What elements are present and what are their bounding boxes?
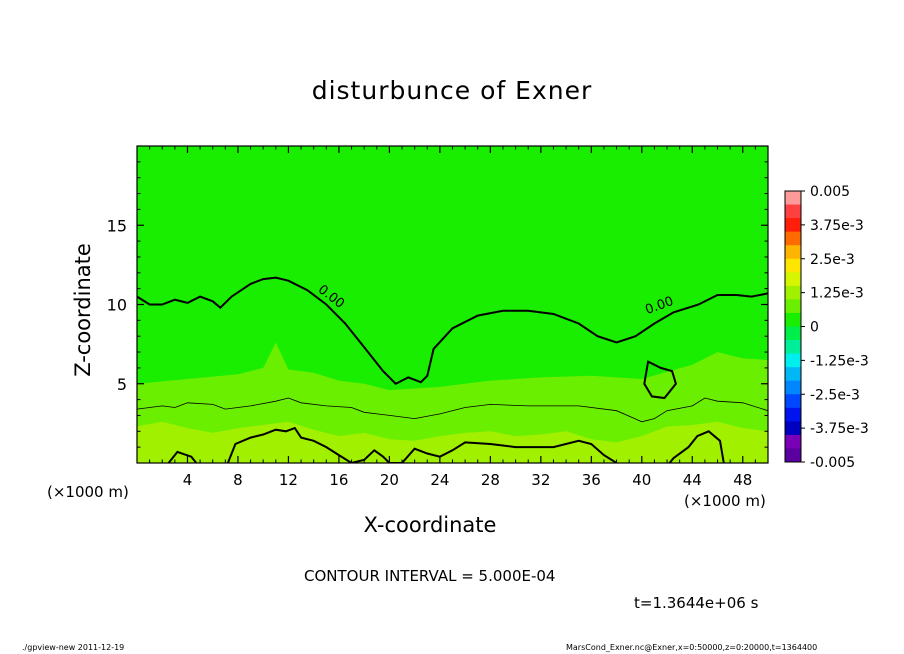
- colorbar-swatch: [785, 191, 801, 205]
- colorbar-swatch: [785, 407, 801, 422]
- x-tick-label: 48: [733, 471, 752, 489]
- colorbar-swatch: [785, 434, 801, 449]
- colorbar-swatch: [785, 218, 801, 233]
- colorbar-label: 3.75e-3: [810, 218, 864, 234]
- colorbar: 0.005 3.75e-3 2.5e-3 1.25e-3 0 -1.25e-3 -2.5e-…: [784, 184, 869, 471]
- colorbar-label: 0: [810, 320, 819, 336]
- x-tick-label: 44: [683, 471, 702, 489]
- contour-line-zero-bottom-right: [668, 430, 725, 463]
- y-tick-label: 15: [107, 216, 127, 235]
- colorbar-swatch: [785, 394, 801, 409]
- contour-line-thin: [137, 397, 768, 423]
- colorbar-swatch: [785, 340, 801, 354]
- contour-line-zero-bottom: [226, 426, 618, 463]
- colorbar-swatch: [785, 380, 801, 395]
- footer-data-source: MarsCond_Exner.nc@Exner,x=0:50000,z=0:20…: [566, 643, 818, 652]
- colorbar-swatch: [785, 448, 801, 463]
- colorbar-swatch: [785, 312, 801, 327]
- colorbar-swatch: [785, 204, 801, 219]
- colorbar-label: 0.005: [810, 184, 850, 200]
- colorbar-swatch: [785, 272, 801, 287]
- x-tick-label: 32: [531, 471, 550, 489]
- footer-program-info: ./gpview-new 2011-12-19: [22, 643, 125, 652]
- time-label: t=1.3644e+06 s: [634, 594, 759, 612]
- x-tick-label: 36: [582, 471, 601, 489]
- x-unit-label-right: (×1000 m): [684, 492, 766, 510]
- colorbar-swatch: [785, 258, 801, 273]
- x-axis-label: X-coordinate: [363, 513, 497, 537]
- x-tick-label: 24: [430, 471, 449, 489]
- colorbar-swatch: [785, 421, 801, 436]
- contour-line-zero-closed: [643, 360, 678, 400]
- colorbar-swatch: [785, 231, 801, 246]
- colorbar-label: -3.75e-3: [810, 421, 869, 437]
- colorbar-label: -0.005: [810, 455, 855, 471]
- colorbar-swatch: [785, 353, 801, 368]
- colorbar-swatch: [785, 245, 801, 260]
- chart-title: disturbunce of Exner: [311, 76, 593, 105]
- x-tick-label: 20: [380, 471, 399, 489]
- contour-line-zero-bottom-left: [167, 450, 198, 463]
- y-tick-label: 10: [107, 296, 127, 315]
- colorbar-label: -2.5e-3: [810, 387, 860, 403]
- shade-band-positive-2: [137, 421, 768, 463]
- x-tick-label: 40: [632, 471, 651, 489]
- y-tick-label: 5: [117, 375, 127, 394]
- x-tick-label: 12: [279, 471, 298, 489]
- colorbar-label: 1.25e-3: [810, 286, 864, 302]
- x-tick-label: 16: [329, 471, 348, 489]
- colorbar-swatch: [785, 367, 801, 382]
- colorbar-swatch: [785, 299, 801, 314]
- plot-area: 0.00 0.00: [137, 146, 768, 463]
- colorbar-swatch: [785, 285, 801, 300]
- x-tick-label: 28: [481, 471, 500, 489]
- x-unit-label-left: (×1000 m): [47, 483, 129, 501]
- y-axis-label: Z-coordinate: [71, 243, 95, 377]
- x-tick-label: 8: [233, 471, 243, 489]
- contour-interval-text: CONTOUR INTERVAL = 5.000E-04: [304, 567, 556, 585]
- colorbar-label: -1.25e-3: [810, 353, 869, 369]
- colorbar-label: 2.5e-3: [810, 252, 855, 268]
- colorbar-swatch: [785, 326, 801, 341]
- x-tick-label: 4: [183, 471, 193, 489]
- contour-line-zero: [137, 276, 768, 386]
